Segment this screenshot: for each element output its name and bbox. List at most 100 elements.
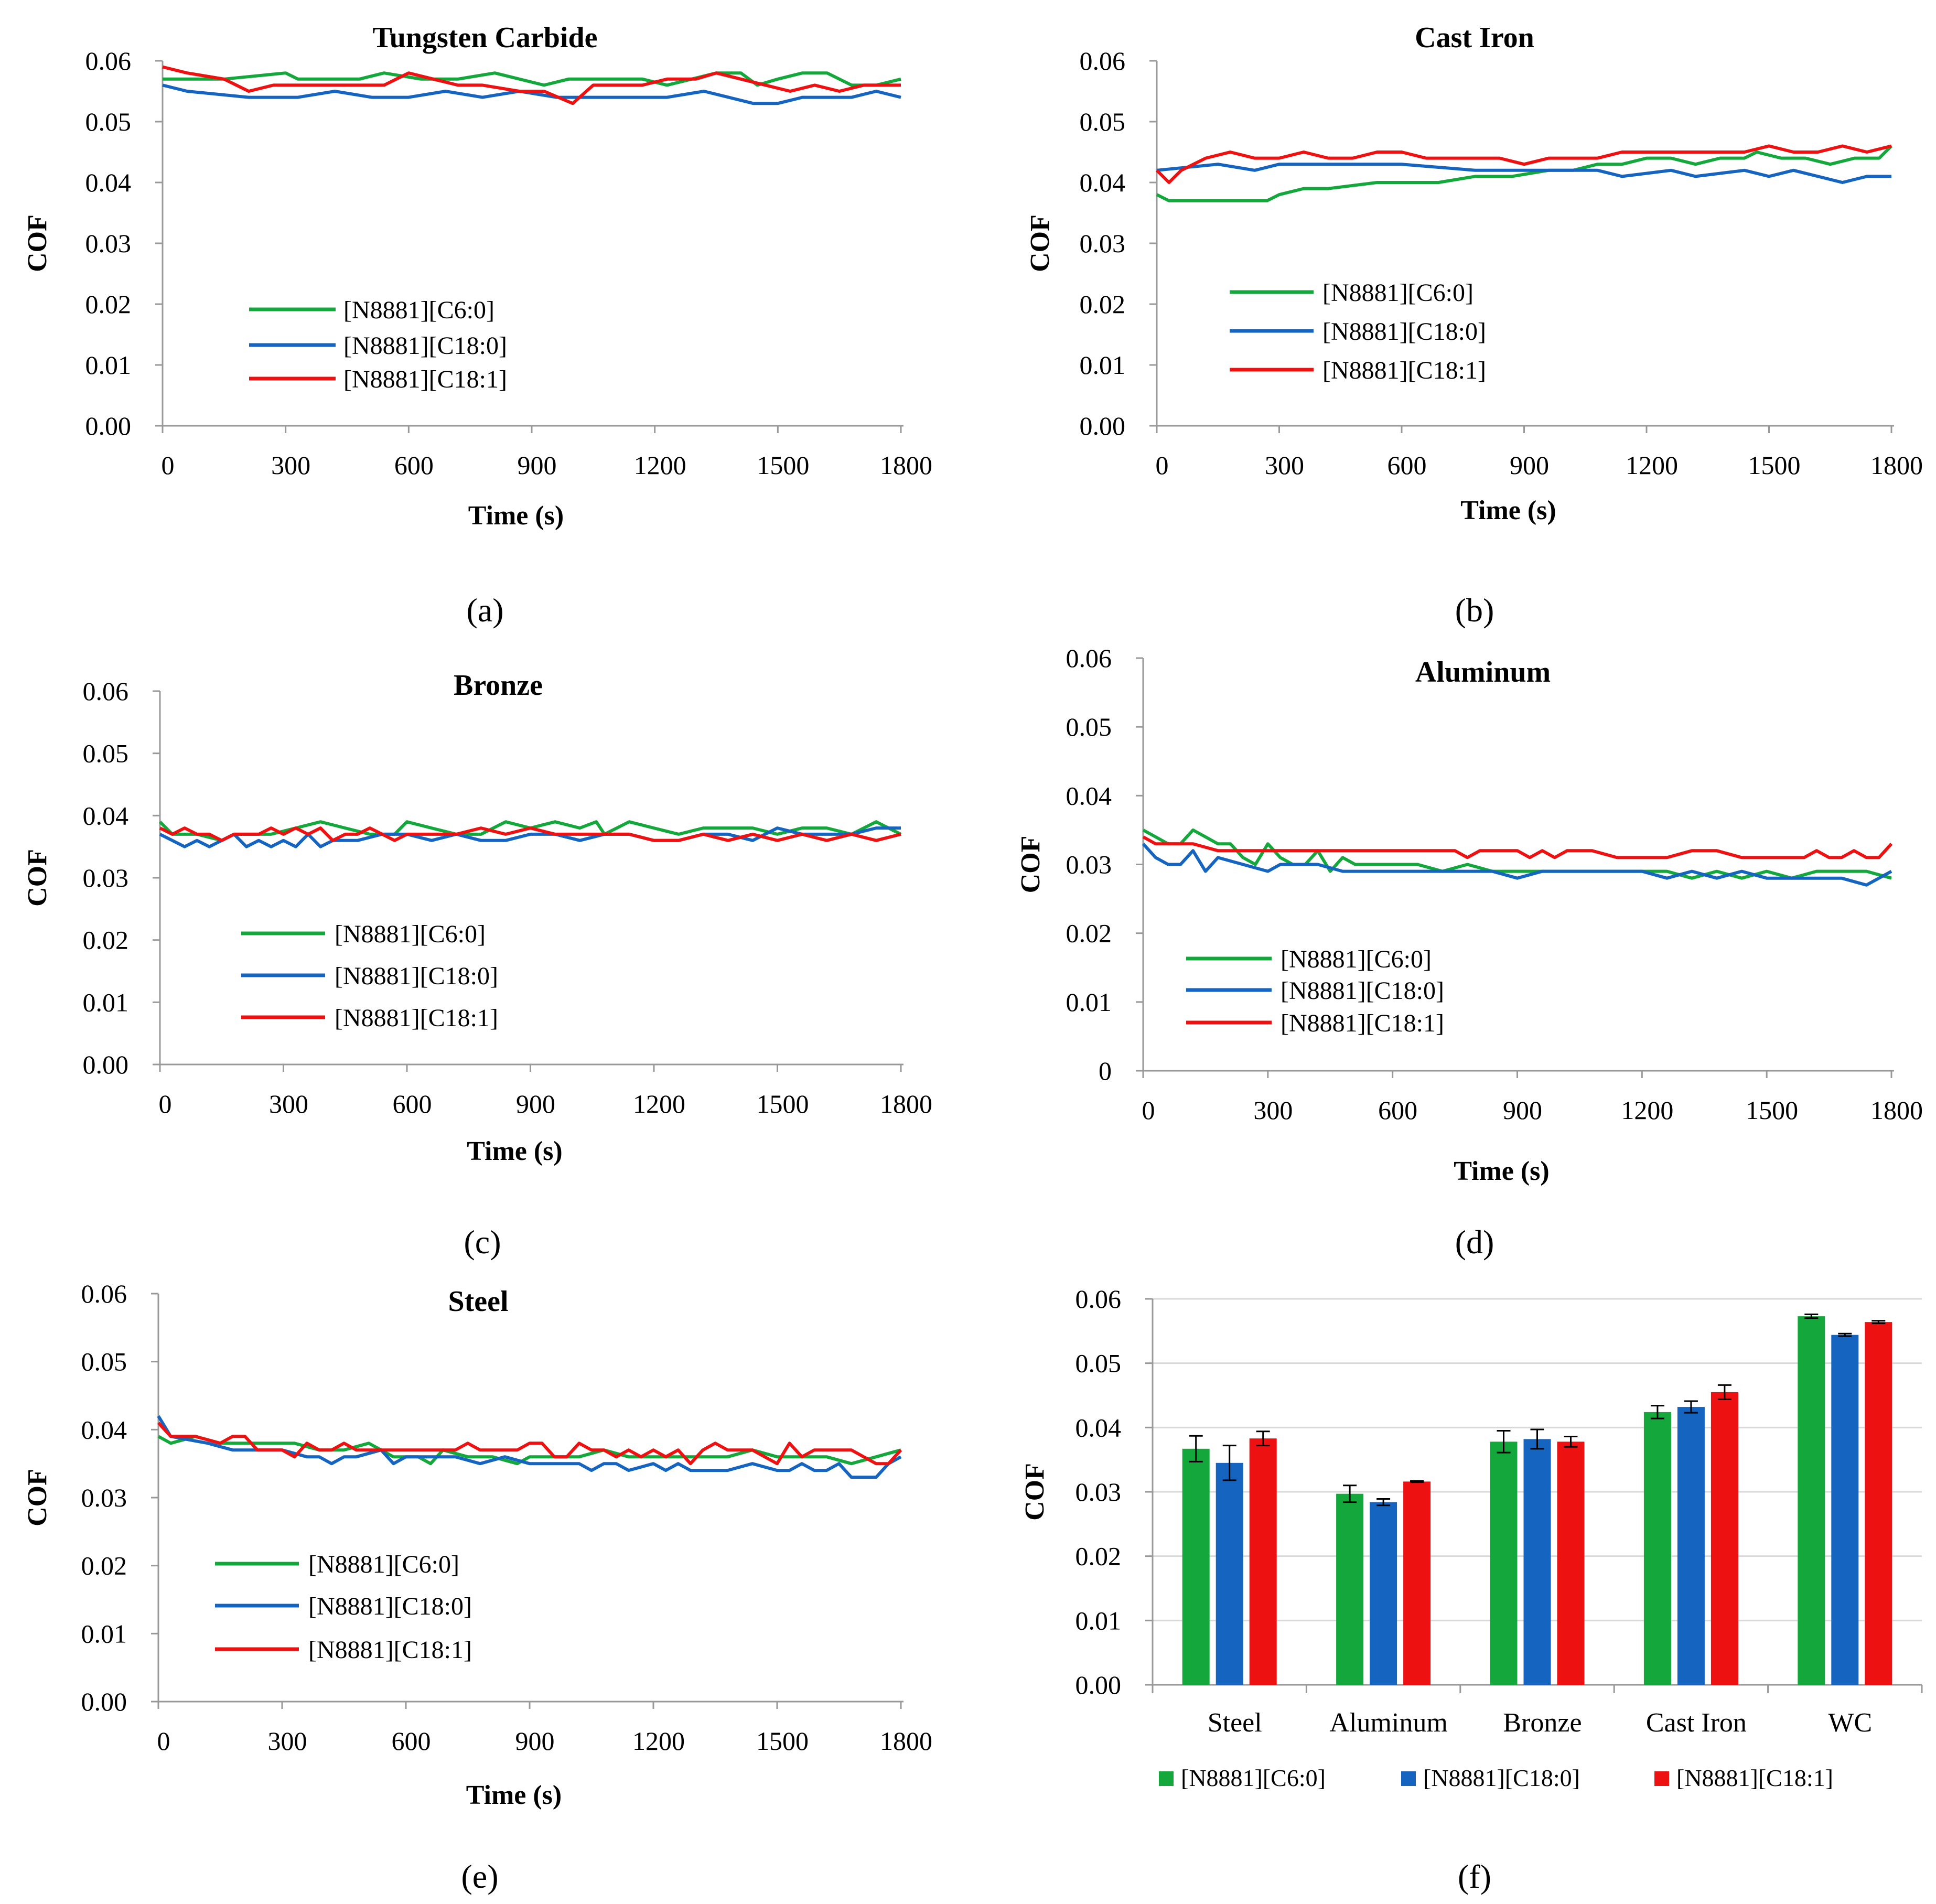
series-line-2: [1156, 163, 1891, 184]
x-tick-label: 1200: [1621, 1095, 1673, 1125]
chart-d: 0 0.01 0.02 0.03 0.04 0.05 0.06 0 300 600 900 1200 1…: [1016, 643, 1923, 1261]
y-tick-label: 0.04: [1080, 168, 1126, 197]
y-tick-label: 0.00: [85, 411, 132, 440]
y-tick-label: 0.06: [1066, 643, 1112, 673]
bar-2: [1831, 1335, 1859, 1685]
y-tick-label: 0.00: [83, 1050, 129, 1079]
y-tick-label: 0: [1099, 1056, 1112, 1085]
y-axis-label: COF: [1025, 214, 1055, 272]
y-tick-label: 0.02: [1080, 289, 1126, 319]
y-tick-label: 0.04: [81, 1415, 127, 1444]
x-tick-label: 1500: [757, 450, 809, 480]
series-line-1: [1156, 145, 1893, 202]
y-axis-label: COF: [23, 849, 52, 907]
bar-2: [1523, 1439, 1551, 1685]
x-tick-label: 600: [1388, 450, 1427, 480]
category-label: WC: [1828, 1708, 1872, 1738]
series-line-1: [1142, 828, 1892, 880]
y-tick-label: 0.00: [1075, 1670, 1122, 1699]
y-tick-label: 0.02: [1066, 919, 1112, 948]
series-line-2: [157, 1415, 902, 1479]
category-label: Bronze: [1503, 1708, 1582, 1738]
legend-label: [N8881][C6:0]: [1322, 279, 1473, 307]
x-tick-label: 1500: [757, 1089, 809, 1118]
category-label: Steel: [1208, 1708, 1262, 1738]
x-axis-label: Time (s): [1460, 496, 1556, 525]
y-axis-label: COF: [23, 214, 52, 272]
x-tick-label: 1200: [634, 450, 686, 480]
y-tick-label: 0.06: [81, 1279, 127, 1308]
y-tick-label: 0.04: [85, 168, 132, 197]
bar-2: [1216, 1462, 1243, 1685]
series-line-3: [162, 65, 901, 105]
x-tick-label: 1200: [633, 1089, 685, 1118]
legend-label: [N8881][C18:1]: [335, 1004, 498, 1032]
y-tick-label: 0.04: [83, 801, 129, 830]
chart-b: 0.00 0.01 0.02 0.03 0.04 0.05 0.06 0 300 600 900 12…: [1025, 21, 1923, 629]
legend-label: [N8881][C18:0]: [335, 962, 498, 990]
bar-1: [1182, 1448, 1210, 1685]
chart-f: 0.00 0.01 0.02 0.03 0.04 0.05 0.06 Steel Aluminu…: [1020, 1284, 1923, 1895]
bar-3: [1711, 1392, 1738, 1685]
legend-label: [N8881][C18:1]: [1281, 1009, 1444, 1037]
legend-label: [N8881][C6:0]: [1181, 1765, 1326, 1791]
bar-1: [1336, 1493, 1364, 1685]
panel-label: (a): [466, 591, 503, 629]
series-line-1: [163, 71, 901, 87]
x-tick-label: 1800: [880, 1726, 932, 1756]
legend-swatch-2: [1401, 1771, 1416, 1786]
series-line-3: [159, 826, 901, 842]
x-tick-label: 900: [1503, 1095, 1542, 1125]
x-tick-label: 300: [271, 450, 310, 480]
bar-3: [1557, 1442, 1585, 1685]
x-axis-label: Time (s): [468, 501, 564, 531]
y-tick-label: 0.00: [81, 1687, 127, 1716]
x-tick-label: 600: [1378, 1095, 1417, 1125]
x-tick-label: 0: [157, 1726, 170, 1756]
y-tick-label: 0.04: [1075, 1413, 1122, 1442]
legend-label: [N8881][C6:0]: [335, 920, 486, 948]
bar-3: [1403, 1481, 1431, 1685]
chart-c: 0.00 0.01 0.02 0.03 0.04 0.05 0.06 0 300 600 900 12…: [23, 669, 932, 1261]
x-axis-label: Time (s): [466, 1780, 562, 1810]
y-tick-label: 0.01: [83, 987, 129, 1017]
x-tick-label: 1200: [1626, 450, 1678, 480]
y-tick-label: 0.01: [85, 350, 132, 380]
legend-label: [N8881][C18:0]: [343, 332, 507, 360]
legend-label: [N8881][C18:0]: [308, 1593, 472, 1620]
y-tick-label: 0.05: [1066, 712, 1112, 741]
x-tick-label: 300: [268, 1726, 307, 1756]
bar-3: [1865, 1322, 1892, 1685]
x-tick-label: 0: [1142, 1095, 1155, 1125]
y-tick-label: 0.02: [85, 289, 132, 319]
y-tick-label: 0.03: [1066, 850, 1112, 879]
y-axis-label: COF: [1020, 1463, 1050, 1521]
chart-title: Steel: [448, 1285, 508, 1318]
x-tick-label: 300: [269, 1089, 308, 1118]
x-tick-label: 600: [394, 450, 434, 480]
series-line-2: [162, 83, 901, 105]
y-tick-label: 0.01: [1080, 350, 1126, 380]
y-tick-label: 0.02: [81, 1551, 127, 1580]
x-tick-label: 0: [1156, 450, 1169, 480]
x-tick-label: 1800: [1870, 1095, 1923, 1125]
x-tick-label: 900: [516, 1089, 555, 1118]
y-tick-label: 0.03: [1080, 229, 1126, 258]
y-tick-label: 0.03: [83, 863, 129, 892]
y-axis-label: COF: [1016, 836, 1046, 894]
bar-1: [1490, 1442, 1518, 1685]
chart-title: Bronze: [454, 669, 543, 702]
x-tick-label: 1800: [880, 450, 932, 480]
category-label: Cast Iron: [1646, 1708, 1747, 1738]
x-tick-label: 0: [159, 1089, 172, 1118]
x-tick-label: 0: [162, 450, 175, 480]
series-line-2: [1142, 843, 1892, 887]
y-tick-label: 0.05: [1075, 1349, 1122, 1378]
x-tick-label: 600: [393, 1089, 432, 1118]
x-tick-label: 900: [1510, 450, 1549, 480]
legend-label: [N8881][C18:1]: [1322, 357, 1486, 384]
x-tick-label: 1800: [1870, 450, 1923, 480]
legend-label: [N8881][C6:0]: [1281, 945, 1432, 973]
series-line-1: [157, 1435, 901, 1466]
